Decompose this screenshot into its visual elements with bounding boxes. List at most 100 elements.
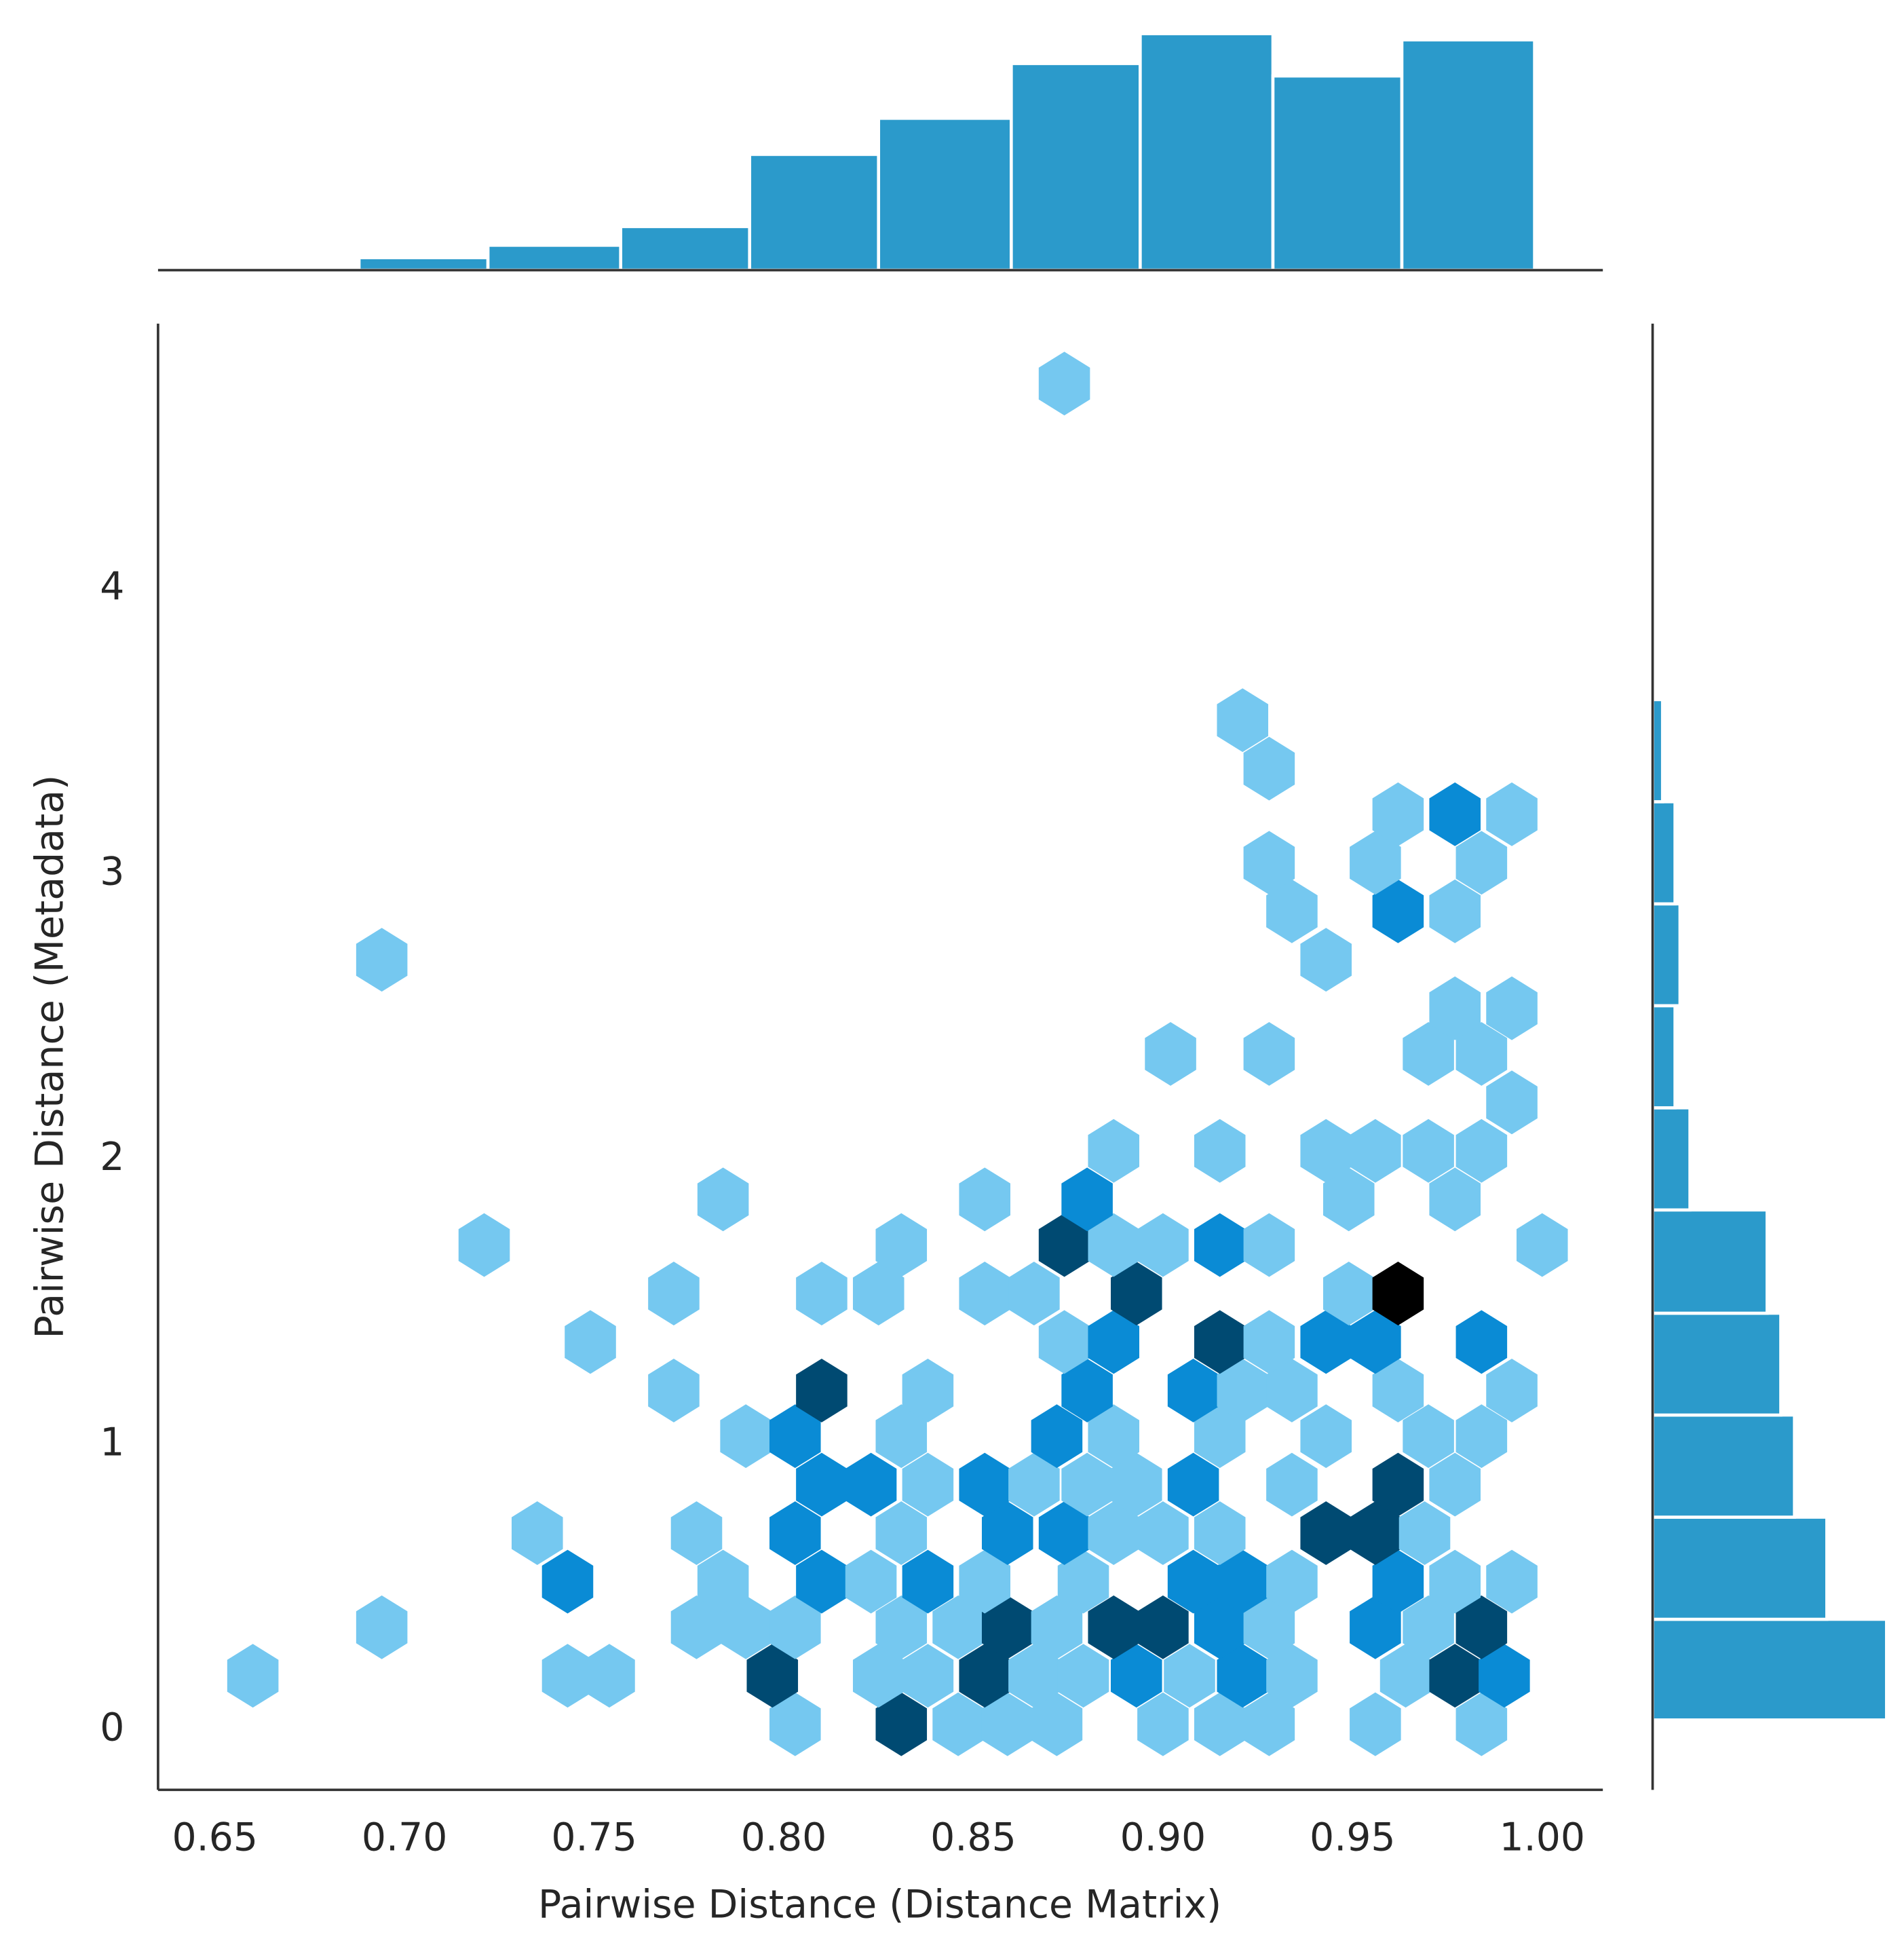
hexbin-cell: [1300, 1404, 1352, 1469]
hexbin-cell: [1137, 1595, 1189, 1659]
hexbin-cell: [584, 1644, 635, 1708]
hexbin-cell: [1322, 1167, 1375, 1232]
hexbin-cell: [981, 1501, 1033, 1566]
hexbin-cell: [796, 1358, 848, 1422]
hexbin-cell: [1194, 1595, 1246, 1659]
y-hist-bar: [1651, 1004, 1677, 1110]
hexbin-cell: [227, 1644, 279, 1708]
hexbin-cell: [1088, 1404, 1140, 1469]
y-hist-bar: [1651, 1413, 1796, 1519]
hexbin-cell: [356, 1595, 408, 1659]
hexbin-cell: [1110, 1452, 1162, 1517]
y-hist-bar: [1651, 902, 1682, 1008]
hexbin-cell: [875, 1692, 928, 1756]
hexbin-cell: [1266, 1452, 1318, 1517]
x-hist-bar: [1271, 74, 1404, 272]
hexbin-cell: [356, 928, 408, 992]
x-tick-label: 1.00: [1499, 1815, 1585, 1860]
hexbin-cell: [670, 1595, 723, 1659]
hexbin-cell: [1217, 688, 1269, 753]
hexbin-cell: [1266, 1644, 1318, 1708]
hexbin-cell: [959, 1549, 1011, 1614]
x-axis-label: Pairwise Distance (Distance Matrix): [538, 1882, 1221, 1927]
hexbin-cell: [875, 1595, 928, 1659]
hexbin-cell: [1243, 1310, 1295, 1374]
hexbin-cell: [1455, 1404, 1508, 1469]
x-tick-label: 0.85: [930, 1815, 1016, 1860]
x-hist-bar: [748, 153, 881, 272]
hexbin-cell: [458, 1213, 510, 1277]
y-axis-label: Pairwise Distance (Metadata): [28, 775, 73, 1339]
hexbin-cell: [697, 1549, 749, 1614]
hexbin-cell: [1038, 1213, 1090, 1277]
hexbin-cell: [1110, 1644, 1162, 1708]
hexbin-cell: [1088, 1501, 1140, 1566]
hexbin-cell: [697, 1167, 749, 1232]
hexbin-cell: [1008, 1262, 1060, 1325]
hexbin-cell: [1057, 1549, 1109, 1614]
hexbin-cell: [1455, 1692, 1508, 1756]
hexbin-cell: [1429, 1644, 1481, 1708]
hexbin-cell: [1088, 1310, 1140, 1374]
hexbin-cell: [1486, 1358, 1538, 1422]
hexbin-cell: [1455, 1118, 1508, 1183]
hexbin-cell: [1455, 1595, 1508, 1659]
x-tick-label: 0.70: [362, 1815, 448, 1860]
hexbin-cell: [1243, 1213, 1295, 1277]
hexbin-cell: [1429, 1549, 1481, 1614]
hexbin-cell: [1486, 976, 1538, 1040]
hexbin-cell: [1031, 1404, 1083, 1469]
hexbin-cell: [1038, 352, 1090, 416]
hexbin-cell: [648, 1262, 700, 1325]
hexbin-cell: [1479, 1644, 1530, 1708]
hexbin-cell: [1379, 1644, 1432, 1708]
hexbin-cell: [1057, 1644, 1109, 1708]
x-hist-bar: [619, 225, 752, 272]
hexbin-cell: [1429, 1167, 1481, 1232]
y-tick-label: 2: [100, 1135, 124, 1180]
hexbin-cell: [1145, 1021, 1196, 1086]
hexbin-cell: [1038, 1501, 1090, 1566]
y-hist-bar: [1651, 800, 1677, 906]
hexbin-cell: [1350, 1118, 1401, 1183]
x-hist-bar: [486, 244, 623, 272]
hexbin-cell: [1300, 928, 1352, 992]
hexbin-cell: [1217, 1644, 1269, 1708]
hexbin-cell: [796, 1262, 848, 1325]
hexbin-cell: [1194, 1692, 1246, 1756]
hexbin-cell: [1038, 1310, 1090, 1374]
x-hist-bar: [1010, 62, 1142, 272]
hexbin-cell: [852, 1262, 905, 1325]
x-hist-bar: [1400, 38, 1536, 272]
hexbin-cell: [1372, 1358, 1424, 1422]
hexbin-cell: [1167, 1549, 1219, 1614]
hexbin-cell: [1217, 1549, 1269, 1614]
hexbin-cell: [769, 1501, 821, 1566]
hexbin-cell: [875, 1404, 928, 1469]
hexbin-cell: [1194, 1404, 1246, 1469]
hexbin-cell: [1300, 1501, 1352, 1566]
hexbin-cell: [1300, 1310, 1352, 1374]
hexbin-cell: [720, 1595, 772, 1659]
y-tick-label: 0: [100, 1705, 124, 1750]
hexbin-cell: [1372, 1262, 1424, 1325]
hexbin-cell: [1516, 1213, 1568, 1277]
hexbin-cell: [902, 1452, 954, 1517]
y-hist-bar: [1651, 1515, 1829, 1621]
x-tick-label: 0.95: [1310, 1815, 1396, 1860]
hexbin-cell: [1088, 1213, 1140, 1277]
hexbin-cell: [1194, 1118, 1246, 1183]
y-tick-label: 3: [100, 850, 124, 894]
hexbin-cell: [1031, 1692, 1083, 1756]
x-tick-label: 0.75: [551, 1815, 637, 1860]
hexbin-cell: [1243, 1692, 1295, 1756]
hexbin-cell: [1350, 1595, 1401, 1659]
hexbin-cell: [1137, 1213, 1189, 1277]
hexbin-cell: [902, 1549, 954, 1614]
hexbin-cell: [1088, 1118, 1140, 1183]
hexbin-cell: [511, 1501, 563, 1566]
hexbin-cell: [796, 1452, 848, 1517]
hexbin-cell: [852, 1644, 905, 1708]
hexbin-cell: [1372, 782, 1424, 846]
hexbin-cell: [1008, 1452, 1060, 1517]
